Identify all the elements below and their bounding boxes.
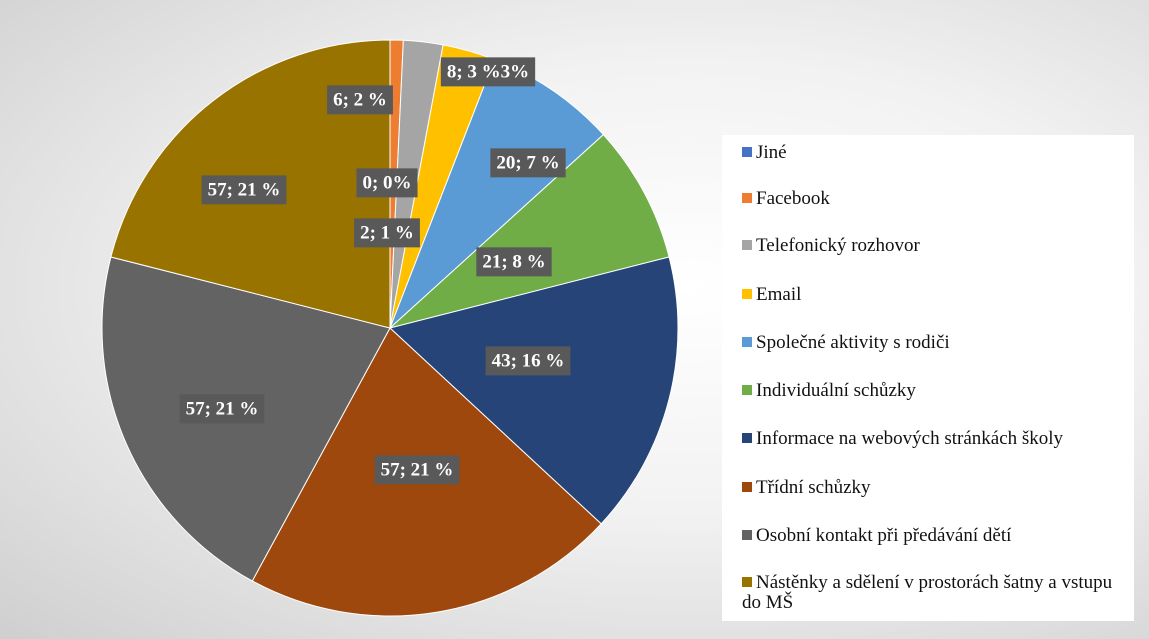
legend-item: Informace na webových stránkách školy — [742, 429, 1122, 449]
data-label-text: 0; 0% — [362, 172, 411, 193]
legend-swatch — [742, 385, 752, 395]
legend-swatch — [742, 337, 752, 347]
legend-item: Osobní kontakt při předávání dětí — [742, 526, 1122, 546]
legend-item: Třídní schůzky — [742, 478, 1122, 498]
data-label-text: 2; 1 % — [360, 222, 414, 243]
data-label-box — [485, 346, 571, 376]
data-label-text: 57; 21 % — [186, 398, 259, 419]
data-label: 6; 2 % — [327, 85, 393, 115]
pie-slice — [389, 133, 670, 329]
data-label-text: 8; 3 %3% — [447, 61, 529, 82]
data-label-text: 6; 2 % — [333, 89, 387, 110]
data-label: 57; 21 % — [201, 175, 287, 205]
data-label: 21; 8 % — [476, 247, 552, 277]
data-label-text: 43; 16 % — [492, 350, 565, 371]
legend-label: Společné aktivity s rodiči — [756, 332, 950, 353]
data-label-box — [490, 148, 566, 178]
data-label-text: 20; 7 % — [496, 152, 559, 173]
data-label-text: 21; 8 % — [482, 251, 545, 272]
legend-swatch — [742, 193, 752, 203]
legend-label: Nástěnky a sdělení v prostorách šatny a … — [742, 572, 1113, 613]
legend-item: Email — [742, 285, 1122, 305]
data-label: 43; 16 % — [485, 346, 571, 376]
legend-label: Facebook — [756, 188, 830, 209]
legend-label: Individuální schůzky — [756, 380, 916, 401]
legend-label: Třídní schůzky — [756, 477, 871, 498]
legend-item: Telefonický rozhovor — [742, 236, 1122, 256]
legend: Jiné Facebook Telefonický rozhovor Email Spo… — [722, 135, 1134, 621]
data-label-box — [179, 394, 265, 424]
legend-item: Jiné — [742, 143, 1122, 163]
data-label: 57; 21 % — [374, 455, 460, 485]
legend-swatch — [742, 289, 752, 299]
data-label: 57; 21 % — [179, 394, 265, 424]
legend-label: Jiné — [756, 142, 787, 163]
legend-swatch — [742, 577, 752, 587]
legend-swatch — [742, 147, 752, 157]
data-label-box — [356, 168, 418, 198]
legend-label: Telefonický rozhovor — [756, 235, 920, 256]
data-label-box — [354, 218, 420, 248]
data-label: 8; 3 %3% — [440, 57, 536, 87]
legend-item: Individuální schůzky — [742, 381, 1122, 401]
legend-swatch — [742, 240, 752, 250]
data-label-text: 57; 21 % — [381, 459, 454, 480]
data-label-box — [327, 85, 393, 115]
data-label-box — [201, 175, 287, 205]
legend-item: Společné aktivity s rodiči — [742, 333, 1122, 353]
legend-swatch — [742, 433, 752, 443]
pie-slice — [388, 256, 679, 525]
data-label-box — [440, 57, 536, 87]
data-label-box — [476, 247, 552, 277]
data-label: 2; 1 % — [354, 218, 420, 248]
data-label: 0; 0% — [356, 168, 418, 198]
legend-label: Email — [756, 284, 802, 305]
data-label: 20; 7 % — [490, 148, 566, 178]
data-label-box — [374, 455, 460, 485]
legend-label: Osobní kontakt při předávání dětí — [756, 525, 1012, 546]
legend-swatch — [742, 482, 752, 492]
legend-item: Nástěnky a sdělení v prostorách šatny a … — [742, 573, 1122, 613]
legend-swatch — [742, 530, 752, 540]
data-label-text: 57; 21 % — [208, 179, 281, 200]
legend-label: Informace na webových stránkách školy — [756, 428, 1064, 449]
legend-item: Facebook — [742, 189, 1122, 209]
